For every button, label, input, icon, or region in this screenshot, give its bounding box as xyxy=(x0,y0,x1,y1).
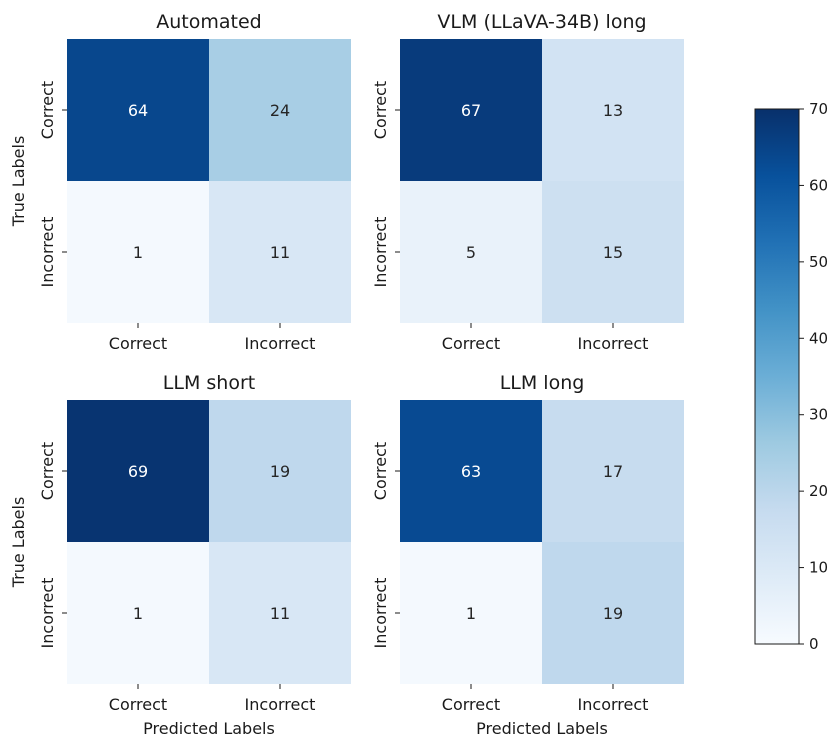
cell-value-label: 67 xyxy=(461,101,481,120)
x-tick-label: Incorrect xyxy=(578,695,649,714)
cell-value-label: 13 xyxy=(603,101,623,120)
cell-value-label: 19 xyxy=(270,462,290,481)
heatmap-cell xyxy=(542,542,684,684)
x-tick-label: Incorrect xyxy=(245,695,316,714)
y-axis-label: True Labels xyxy=(9,497,28,589)
y-tick-label: Correct xyxy=(38,442,57,500)
heatmap-cell xyxy=(400,181,542,323)
heatmap-cell xyxy=(209,542,351,684)
y-tick-label: Incorrect xyxy=(371,578,390,649)
cell-value-label: 17 xyxy=(603,462,623,481)
heatmap-cell xyxy=(542,39,684,181)
heatmap-cell xyxy=(400,39,542,181)
heatmap-cell xyxy=(209,181,351,323)
cell-value-label: 15 xyxy=(603,243,623,262)
heatmap-cell xyxy=(67,400,209,542)
cell-value-label: 69 xyxy=(128,462,148,481)
panel-title: VLM (LLaVA-34B) long xyxy=(437,11,646,33)
cell-value-label: 1 xyxy=(466,604,476,623)
colorbar xyxy=(754,108,800,645)
cell-value-label: 24 xyxy=(270,101,290,120)
heatmap-cell xyxy=(67,181,209,323)
y-tick-label: Incorrect xyxy=(38,578,57,649)
colorbar-tick-label: 30 xyxy=(809,406,828,424)
colorbar-tick-label: 0 xyxy=(809,635,819,653)
colorbar-tick-label: 10 xyxy=(809,559,828,577)
cell-value-label: 63 xyxy=(461,462,481,481)
cell-value-label: 64 xyxy=(128,101,148,120)
colorbar-tick-label: 50 xyxy=(809,253,828,271)
colorbar-tick-label: 70 xyxy=(809,100,828,118)
colorbar-tick-label: 60 xyxy=(809,176,828,194)
y-tick-label: Correct xyxy=(371,442,390,500)
x-tick-label: Correct xyxy=(109,334,167,353)
x-tick-label: Correct xyxy=(442,334,500,353)
cell-value-label: 1 xyxy=(133,243,143,262)
panel-title: LLM long xyxy=(500,372,585,394)
heatmap-cell xyxy=(209,400,351,542)
panel-title: LLM short xyxy=(163,372,255,394)
y-axis-label: True Labels xyxy=(9,136,28,228)
colorbar-tick-label: 40 xyxy=(809,329,828,347)
cell-value-label: 5 xyxy=(466,243,476,262)
x-tick-label: Correct xyxy=(109,695,167,714)
cell-value-label: 19 xyxy=(603,604,623,623)
x-tick-label: Correct xyxy=(442,695,500,714)
colorbar-tick-label: 20 xyxy=(809,482,828,500)
y-tick-label: Incorrect xyxy=(38,217,57,288)
x-axis-label: Predicted Labels xyxy=(143,719,275,738)
cell-value-label: 11 xyxy=(270,243,290,262)
x-tick-label: Incorrect xyxy=(245,334,316,353)
y-tick-label: Incorrect xyxy=(371,217,390,288)
panel-title: Automated xyxy=(156,11,261,33)
heatmap-cell xyxy=(542,181,684,323)
y-tick-label: Correct xyxy=(371,81,390,139)
x-tick-label: Incorrect xyxy=(578,334,649,353)
heatmap-cell xyxy=(542,400,684,542)
cell-value-label: 1 xyxy=(133,604,143,623)
heatmap-cell xyxy=(209,39,351,181)
cell-value-label: 11 xyxy=(270,604,290,623)
heatmap-cell xyxy=(67,542,209,684)
heatmap-cell xyxy=(67,39,209,181)
y-tick-label: Correct xyxy=(38,81,57,139)
heatmap-cell xyxy=(400,542,542,684)
x-axis-label: Predicted Labels xyxy=(476,719,608,738)
heatmap-cell xyxy=(400,400,542,542)
